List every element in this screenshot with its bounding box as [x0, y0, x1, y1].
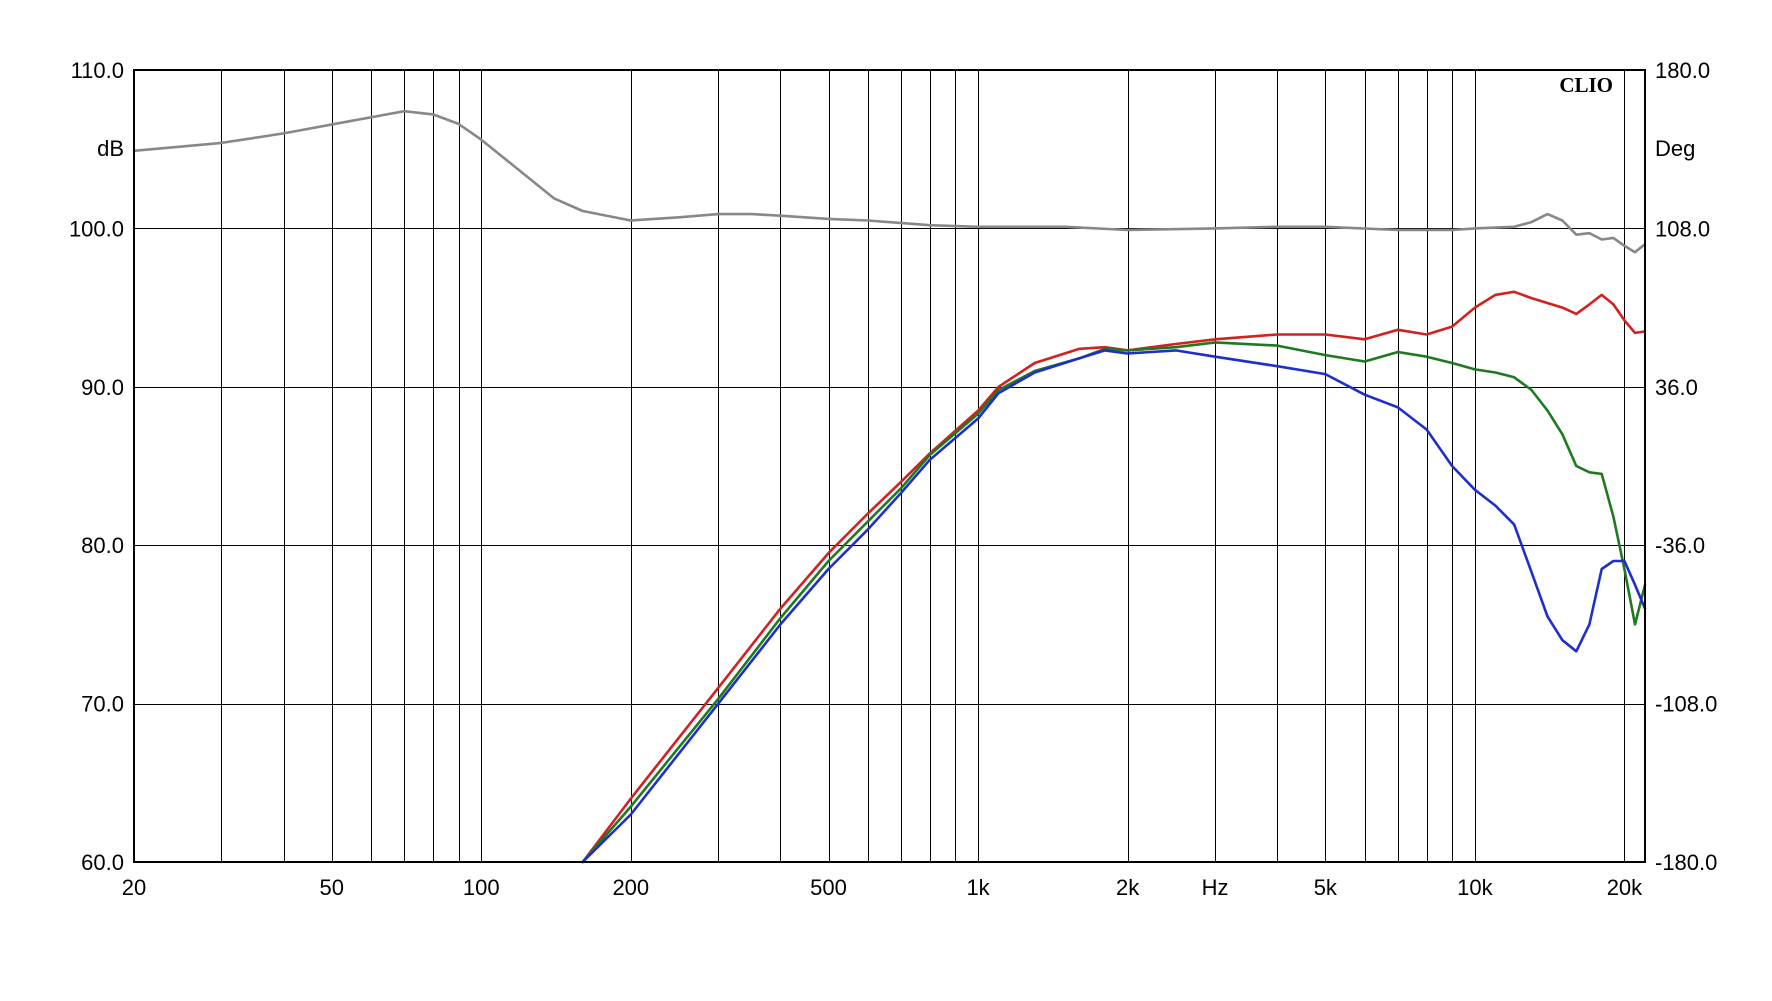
y-axis-left-unit: dB [97, 136, 124, 161]
x-tick-label: 1k [966, 875, 990, 900]
y-right-tick-label: 180.0 [1655, 58, 1710, 83]
x-axis-unit: Hz [1202, 875, 1229, 900]
series-line-4 [581, 349, 1647, 864]
y-left-tick-label: 70.0 [81, 692, 124, 717]
x-tick-label: 20 [122, 875, 146, 900]
grid [134, 70, 1645, 862]
series-line-3 [581, 341, 1647, 864]
x-tick-label: 2k [1116, 875, 1140, 900]
series-line-2 [581, 290, 1647, 864]
series-group [132, 109, 1647, 864]
x-tick-label: 100 [463, 875, 500, 900]
axis-labels: CLIO dB Deg Hz 110.0 100.0 90.0 80.0 70.0 60.… [69, 58, 1717, 900]
y-left-tick-label: 60.0 [81, 850, 124, 875]
y-right-tick-label: 36.0 [1655, 375, 1698, 400]
x-tick-label: 500 [810, 875, 847, 900]
x-tick-label: 20k [1607, 875, 1643, 900]
y-left-tick-label: 90.0 [81, 375, 124, 400]
y-axis-right-unit: Deg [1655, 136, 1695, 161]
x-tick-label: 5k [1314, 875, 1338, 900]
y-right-tick-label: -108.0 [1655, 692, 1717, 717]
y-right-tick-label: -180.0 [1655, 850, 1717, 875]
y-left-tick-label: 100.0 [69, 216, 124, 241]
x-tick-label: 200 [612, 875, 649, 900]
x-tick-label: 50 [319, 875, 343, 900]
series-line-1 [132, 109, 1647, 254]
y-left-tick-label: 80.0 [81, 533, 124, 558]
y-right-tick-label: 108.0 [1655, 216, 1710, 241]
y-left-tick-label: 110.0 [71, 58, 124, 83]
y-right-tick-label: -36.0 [1655, 533, 1705, 558]
clio-brand-label: CLIO [1559, 73, 1613, 97]
plot-frame [133, 69, 1646, 863]
x-tick-label: 10k [1457, 875, 1493, 900]
